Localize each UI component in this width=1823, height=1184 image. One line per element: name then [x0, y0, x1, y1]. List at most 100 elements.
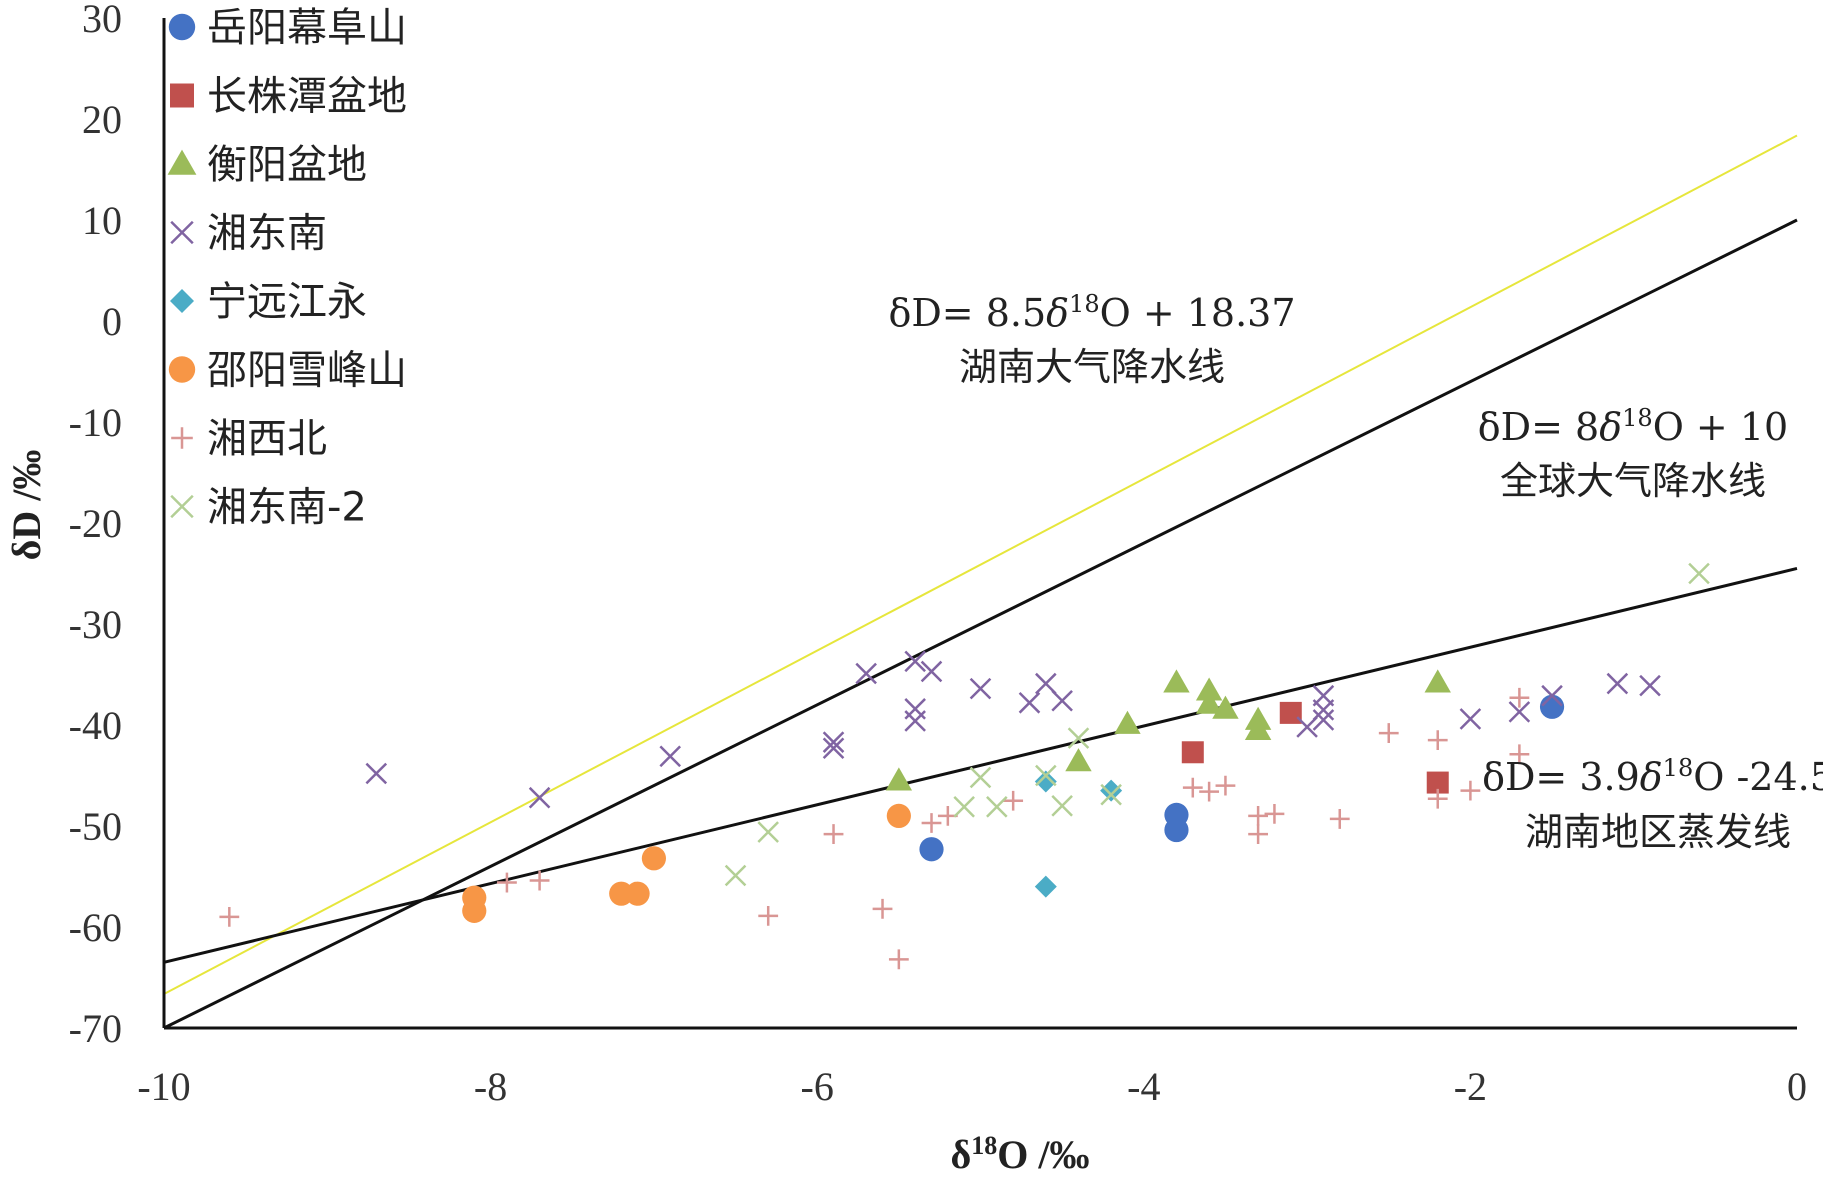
data-point	[1460, 780, 1481, 801]
data-point	[953, 796, 975, 818]
data-point	[872, 898, 893, 919]
axes	[162, 18, 1797, 1030]
data-point	[822, 737, 845, 760]
data-point	[1051, 795, 1073, 817]
x-tick-label: -2	[1454, 1064, 1487, 1109]
y-tick-label: 20	[82, 97, 122, 142]
data-point	[1312, 709, 1335, 731]
data-point	[1195, 690, 1223, 714]
data-point	[529, 870, 550, 891]
data-point	[1181, 741, 1204, 764]
data-point	[904, 710, 926, 732]
data-point	[757, 821, 779, 843]
data-point	[1509, 744, 1530, 765]
data-point	[1424, 669, 1451, 693]
data-point	[659, 745, 682, 768]
data-point	[888, 949, 909, 970]
regression-line	[163, 134, 1798, 995]
y-tick-label: 10	[82, 198, 122, 243]
legend-marker	[170, 289, 194, 313]
legend-label: 长株潭盆地	[207, 74, 407, 120]
data-point	[1199, 781, 1220, 802]
data-point	[1003, 790, 1024, 811]
data-point	[1427, 730, 1448, 751]
data-point	[1195, 677, 1223, 701]
legend-label: 湘东南	[207, 211, 327, 257]
line-name: 湖南地区蒸发线	[1525, 810, 1791, 854]
x-axis-title: δ18O /‰	[951, 1131, 1090, 1177]
line-equation: δD= 8.5δ18O + 18.37	[888, 290, 1295, 335]
data-point	[625, 881, 650, 906]
data-point	[462, 898, 487, 923]
legend-marker	[170, 220, 194, 245]
data-point	[1164, 817, 1189, 843]
data-point	[855, 662, 877, 685]
y-tick-label: -40	[69, 703, 122, 748]
data-point	[1248, 806, 1269, 826]
data-point	[1688, 562, 1710, 585]
data-point	[986, 796, 1008, 818]
data-point	[1018, 691, 1041, 714]
legend-label: 宁远江永	[207, 279, 367, 325]
data-point	[919, 837, 944, 862]
data-point	[1459, 708, 1482, 730]
legend-marker	[170, 494, 194, 519]
data-point	[219, 907, 240, 927]
x-tick-label: -8	[474, 1064, 507, 1109]
data-point	[1244, 716, 1272, 740]
line-name: 全球大气降水线	[1500, 459, 1766, 503]
data-point	[1606, 672, 1629, 695]
data-point	[886, 803, 911, 829]
x-tick-label: -6	[801, 1064, 834, 1109]
data-point	[497, 872, 517, 893]
line-name: 湖南大气降水线	[959, 345, 1225, 389]
legend-label: 岳阳幕阜山	[207, 5, 407, 51]
data-point	[1378, 723, 1399, 743]
data-point	[1639, 674, 1661, 697]
data-point	[823, 824, 844, 844]
legend-label: 邵阳雪峰山	[207, 348, 407, 394]
data-point	[1427, 788, 1448, 809]
y-tick-label: -70	[69, 1006, 122, 1051]
data-point	[724, 864, 747, 887]
data-point	[1509, 687, 1530, 708]
data-point	[1034, 875, 1057, 898]
regression-line	[163, 218, 1798, 1030]
x-tick-label: 0	[1787, 1064, 1807, 1109]
data-point	[1215, 775, 1236, 796]
y-tick-label: -60	[69, 905, 122, 950]
data-point	[1312, 699, 1335, 721]
data-point	[1296, 716, 1318, 738]
data-point	[641, 846, 667, 871]
y-tick-label: 0	[102, 299, 122, 344]
y-tick-label: -10	[69, 400, 122, 445]
data-point	[885, 767, 913, 791]
data-point	[1100, 779, 1123, 802]
data-point	[1212, 695, 1239, 719]
data-point	[1065, 748, 1092, 772]
regression-line	[163, 566, 1798, 964]
data-point	[1279, 701, 1302, 724]
y-tick-label: 30	[82, 0, 122, 41]
line-equation: δD= 3.9δ18O -24.5	[1482, 754, 1823, 799]
data-point	[969, 766, 992, 789]
data-point	[921, 813, 942, 833]
line-annotations: δD= 8.5δ18O + 18.37 湖南大气降水线 δD= 8δ18O + 10…	[888, 290, 1823, 854]
y-tick-label: -50	[69, 804, 122, 849]
data-point	[365, 762, 388, 785]
data-point	[1541, 684, 1563, 707]
data-point	[1426, 771, 1449, 794]
data-point	[969, 677, 992, 700]
data-point	[1329, 809, 1350, 829]
data-point	[1114, 710, 1141, 734]
data-point	[1182, 777, 1203, 798]
data-point	[1264, 803, 1285, 824]
regression-lines	[163, 134, 1798, 1030]
legend-marker	[167, 149, 197, 175]
data-point	[528, 786, 551, 809]
data-point	[1508, 701, 1531, 723]
data-point	[1248, 824, 1269, 844]
